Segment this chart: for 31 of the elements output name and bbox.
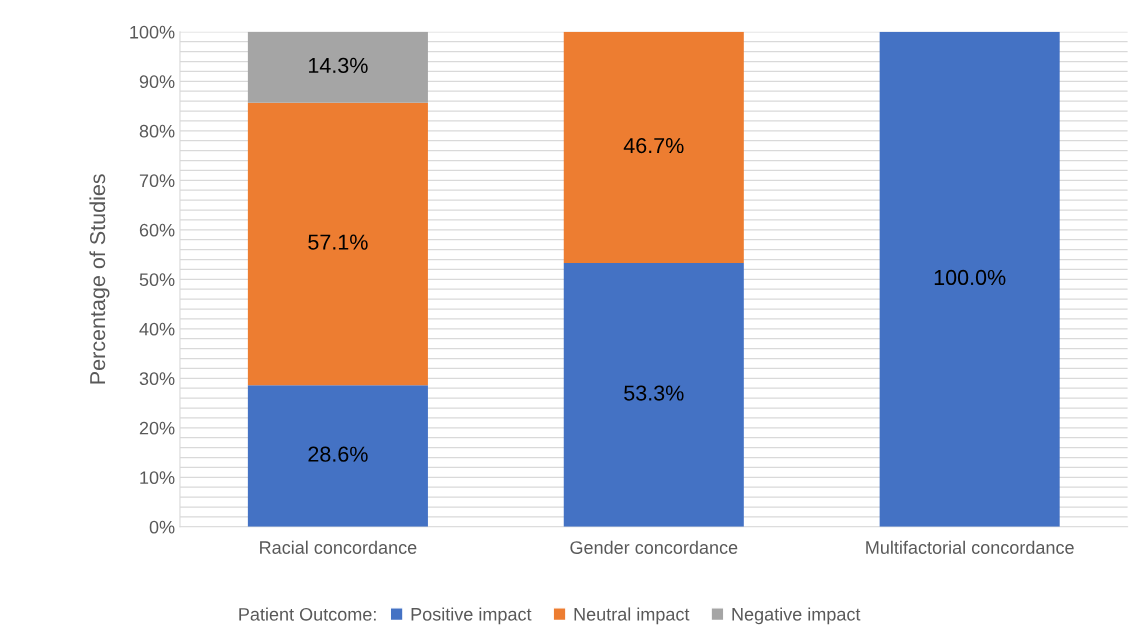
y-tick-label: 30% (139, 372, 175, 386)
bar (247, 102, 428, 386)
legend-title: Patient Outcome: (239, 607, 376, 621)
bar (563, 262, 744, 527)
legend-label: Neutral impact (574, 607, 690, 625)
y-tick-label: 100% (130, 25, 175, 39)
data-label: 57.1% (308, 234, 368, 250)
bar (563, 31, 744, 263)
data-label: 53.3% (624, 385, 684, 401)
data-label: 46.7% (623, 137, 684, 154)
bar (247, 385, 428, 527)
data-label: 28.6% (308, 446, 368, 462)
x-tick-label: Racial concordance (260, 540, 417, 554)
y-axis-title: Percentage of Studies (89, 174, 110, 384)
legend-label: Negative impact (732, 607, 861, 625)
bar (879, 31, 1060, 527)
legend-label: Positive impact (411, 607, 532, 625)
y-tick-label: 70% (139, 174, 175, 188)
bar (247, 31, 428, 103)
data-label: 100.0% (934, 269, 1006, 286)
x-tick-label: Gender concordance (570, 540, 738, 554)
y-tick-label: 80% (139, 124, 175, 138)
data-label: 14.3% (309, 57, 368, 74)
y-tick-label: 90% (139, 75, 175, 89)
x-tick-label: Multifactorial concordance (866, 540, 1074, 554)
y-tick-label: 10% (140, 471, 175, 485)
y-tick-label: 40% (139, 322, 175, 336)
y-tick-label: 60% (139, 223, 175, 237)
y-tick-label: 50% (139, 273, 175, 287)
y-tick-label: 0% (149, 520, 175, 534)
y-tick-label: 20% (139, 421, 175, 435)
